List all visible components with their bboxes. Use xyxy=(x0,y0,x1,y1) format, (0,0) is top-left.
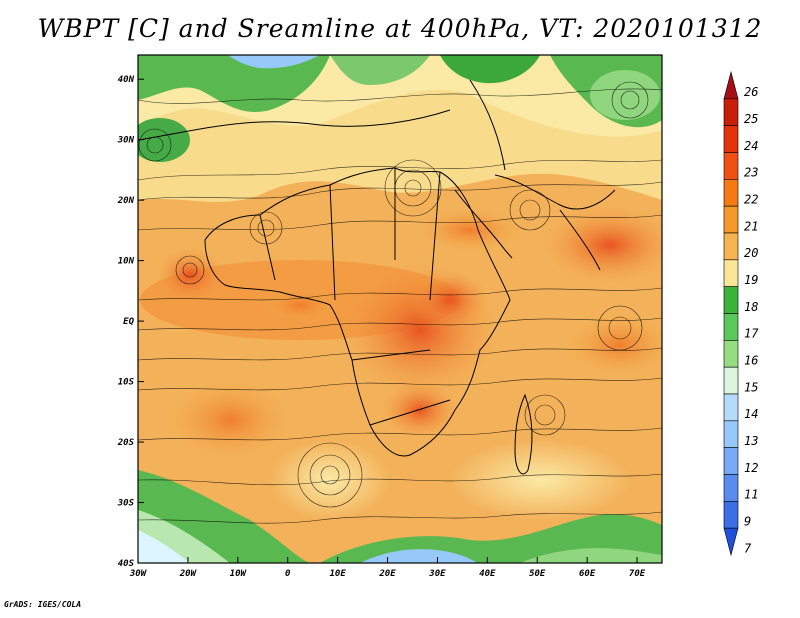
colorbar-swatch xyxy=(723,70,739,100)
colorbar-label: 12 xyxy=(744,461,758,475)
lat-label: 20S xyxy=(117,438,135,448)
colorbar-label: 20 xyxy=(744,246,758,260)
lon-label: 10W xyxy=(230,569,248,579)
colorbar-swatch xyxy=(723,259,739,287)
colorbar-label: 18 xyxy=(744,300,758,314)
map-title: WBPT [C] and Sreamline at 400hPa, VT: 20… xyxy=(37,14,763,43)
colorbar-swatch xyxy=(723,313,739,341)
lon-label: 40E xyxy=(479,569,496,579)
lon-label: 50E xyxy=(529,569,546,579)
colorbar-label: 26 xyxy=(744,85,758,99)
colorbar-legend: 26 25 24 23 22 21 20 19 18 17 16 15 14 13 12 11 9 7 xyxy=(723,70,759,557)
lon-label: 0 xyxy=(285,569,291,579)
lon-label: 70E xyxy=(629,569,646,579)
colorbar-label: 25 xyxy=(744,112,758,126)
colorbar-swatch xyxy=(723,232,739,261)
colorbar-label: 9 xyxy=(744,514,751,528)
lon-label: 30W xyxy=(129,569,148,579)
colorbar-swatch xyxy=(723,501,739,529)
wbpt-shading xyxy=(138,55,662,563)
colorbar-swatch xyxy=(723,527,739,557)
colorbar-swatch xyxy=(723,125,739,153)
colorbar-label: 7 xyxy=(744,541,752,555)
streamlines xyxy=(138,81,662,524)
credit-text: GrADS: IGES/COLA xyxy=(4,600,82,609)
colorbar-label: 13 xyxy=(744,434,758,448)
colorbar-swatch xyxy=(723,286,739,314)
colorbar-swatch xyxy=(723,98,739,126)
lat-label: 10N xyxy=(118,257,135,267)
axis-labels: 30W 20W 10W 0 10E 20E 30E 40E 50E 60E 70E 40N 30N 20N… xyxy=(117,75,646,579)
colorbar-label: 15 xyxy=(744,380,758,394)
colorbar-label: 11 xyxy=(744,488,758,502)
axis-ticks xyxy=(137,78,638,564)
colorbar-swatch xyxy=(723,205,739,234)
lon-label: 30E xyxy=(428,569,446,579)
colorbar-label: 17 xyxy=(744,327,759,341)
plot-frame xyxy=(137,54,663,564)
colorbar-label: 21 xyxy=(744,219,758,233)
colorbar-swatch xyxy=(723,152,739,180)
colorbar-swatch xyxy=(723,474,739,502)
colorbar-label: 23 xyxy=(744,166,758,180)
colorbar-swatch xyxy=(723,366,739,395)
lat-label: 30S xyxy=(117,499,135,509)
lon-label: 60E xyxy=(579,569,596,579)
colorbar-label: 14 xyxy=(744,407,758,421)
lat-label: 30N xyxy=(117,136,135,146)
lon-label: 10E xyxy=(329,569,346,579)
lon-label: 20E xyxy=(378,569,396,579)
lat-label: 40S xyxy=(118,559,135,569)
lat-label: 10S xyxy=(118,378,135,388)
lat-label: EQ xyxy=(123,317,134,327)
colorbar-label: 24 xyxy=(744,139,758,153)
colorbar-label: 19 xyxy=(744,273,758,287)
lat-label: 20N xyxy=(117,196,135,206)
colorbar-swatch xyxy=(723,420,739,448)
colorbar-swatch xyxy=(723,447,739,475)
colorbar-swatch xyxy=(723,393,739,422)
colorbar-label: 16 xyxy=(744,353,758,367)
lon-label: 20W xyxy=(179,569,198,579)
coastlines xyxy=(138,79,616,475)
colorbar-swatch xyxy=(723,340,739,368)
lat-label: 40N xyxy=(118,75,135,85)
colorbar-swatch xyxy=(723,179,739,207)
colorbar-label: 22 xyxy=(744,192,758,206)
